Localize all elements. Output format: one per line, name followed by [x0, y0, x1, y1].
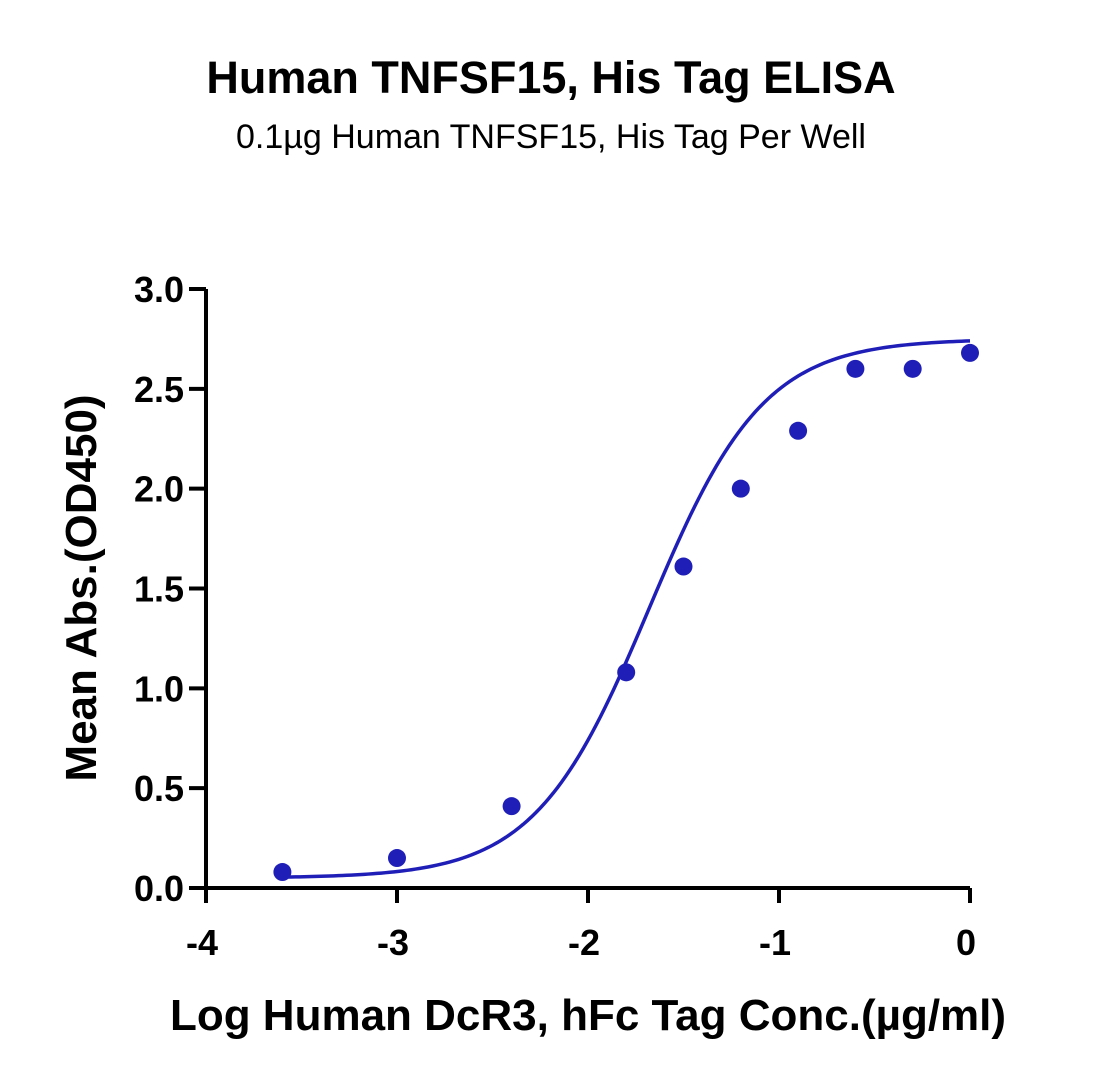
y-tick-label: 1.0 — [134, 668, 184, 709]
chart-subtitle: 0.1µg Human TNFSF15, His Tag Per Well — [236, 118, 866, 156]
data-points — [273, 343, 979, 882]
data-point — [273, 863, 292, 882]
data-point — [617, 663, 636, 682]
x-axis-label: Log Human DcR3, hFc Tag Conc.(µg/ml) — [170, 991, 1006, 1040]
fit-curve — [282, 339, 971, 879]
y-axis-label: Mean Abs.(OD450) — [57, 394, 106, 781]
chart-title: Human TNFSF15, His Tag ELISA — [206, 52, 896, 103]
y-tick-label: 3.0 — [134, 269, 184, 310]
x-tick-label: -2 — [568, 922, 600, 963]
x-tick-label: -3 — [377, 922, 409, 963]
y-tick-label: 2.0 — [134, 469, 184, 510]
data-point — [846, 359, 865, 378]
data-point — [961, 343, 979, 362]
y-tick-label: 0.0 — [134, 868, 184, 909]
data-point — [789, 421, 808, 440]
data-point — [903, 359, 922, 378]
y-tick-label: 1.5 — [134, 569, 184, 610]
x-tick-label: 0 — [956, 922, 976, 963]
data-point — [388, 849, 406, 868]
x-tick-label: -1 — [759, 922, 791, 963]
y-tick-label: 2.5 — [134, 369, 184, 410]
ticks: -4 -3 -2 -1 0 0.0 0.5 1.0 1.5 2.0 2.5 3.0 — [134, 269, 976, 963]
x-tick-label: -4 — [186, 922, 218, 963]
y-tick-label: 0.5 — [134, 768, 184, 809]
data-point — [674, 557, 693, 576]
data-point — [731, 479, 750, 498]
data-point — [502, 797, 521, 816]
axes — [204, 289, 970, 890]
